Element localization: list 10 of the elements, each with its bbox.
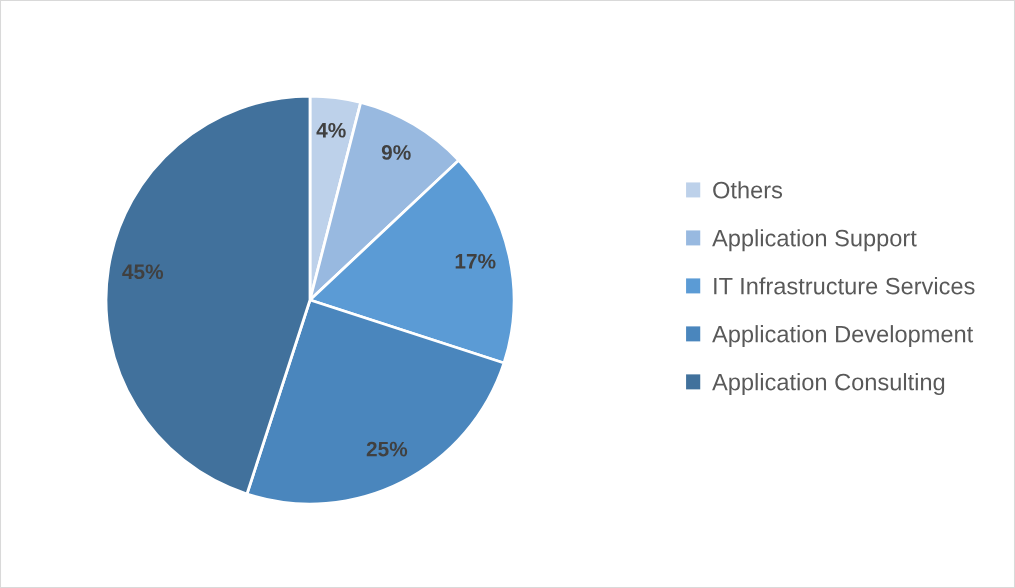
data-label: 4%: [316, 122, 346, 138]
legend-label: Application Development: [712, 325, 974, 348]
legend-label: Application Consulting: [712, 373, 945, 396]
data-label: 9%: [381, 145, 411, 160]
data-label: 25%: [366, 441, 408, 457]
data-label: 17%: [455, 253, 496, 269]
legend-label: Application Support: [712, 229, 917, 252]
legend-label: Others: [713, 181, 783, 199]
data-label: 45%: [122, 264, 164, 280]
legend-label: IT Infrastructure Services: [714, 277, 975, 295]
